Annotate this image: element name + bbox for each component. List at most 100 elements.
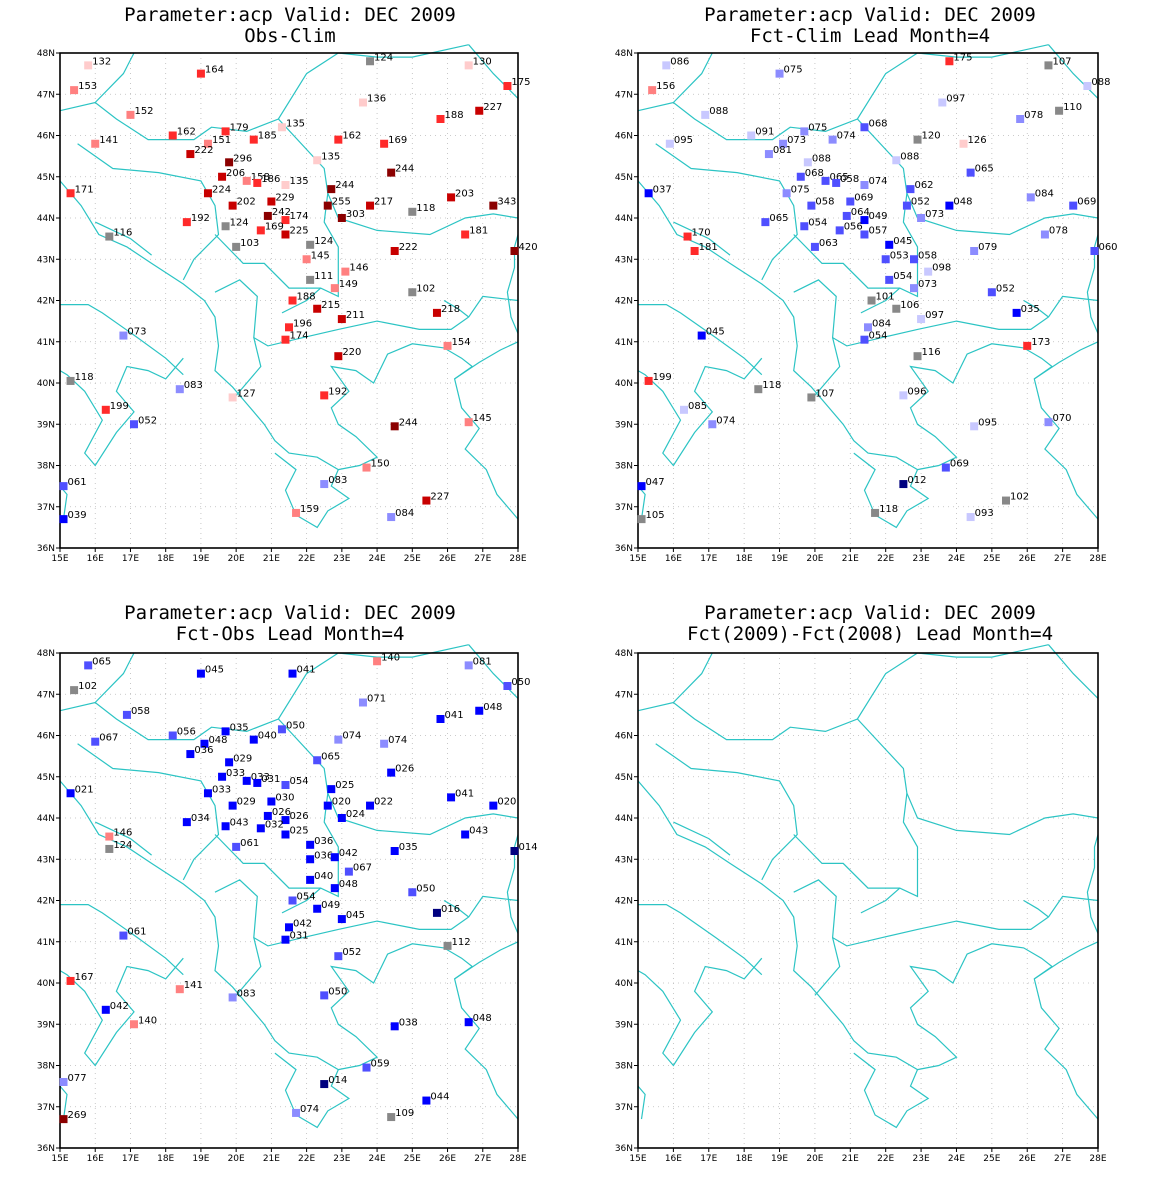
station-value-label: 135: [321, 151, 340, 162]
station-value-label: 050: [286, 720, 305, 731]
y-tick-label: 48N: [37, 649, 55, 659]
y-tick-label: 36N: [37, 1144, 55, 1154]
station-value-label: 065: [92, 656, 111, 667]
y-tick-label: 43N: [615, 255, 633, 265]
panel-title-line1: Parameter:acp Valid: DEC 2009: [124, 4, 456, 26]
station-marker: [330, 853, 339, 862]
station-value-label: 136: [367, 94, 386, 105]
coast-line: [672, 52, 713, 103]
station-value-label: 073: [787, 135, 806, 146]
station-marker: [885, 275, 894, 284]
station-marker: [489, 801, 498, 810]
coast-line: [638, 304, 763, 376]
station-value-label: 069: [1077, 197, 1096, 208]
station-marker: [860, 230, 869, 239]
y-tick-label: 43N: [37, 255, 55, 265]
station-marker: [637, 515, 646, 524]
x-tick-label: 24E: [369, 1154, 386, 1164]
station-marker: [253, 178, 262, 187]
station-value-label: 179: [230, 122, 249, 133]
coast-line: [1048, 644, 1099, 699]
station-marker: [1002, 496, 1010, 505]
station-marker: [475, 106, 484, 115]
station-marker: [892, 156, 901, 165]
station-marker: [249, 135, 258, 144]
station-value-label: 141: [184, 980, 203, 991]
coast-line: [60, 904, 184, 976]
station-marker: [59, 515, 68, 524]
station-marker: [1090, 247, 1099, 255]
station-marker: [697, 331, 706, 340]
station-marker: [390, 847, 399, 855]
station-marker: [408, 207, 417, 216]
x-tick-label: 22E: [298, 1154, 315, 1164]
station-value-label: 149: [339, 279, 358, 290]
x-tick-label: 25E: [404, 554, 421, 564]
station-marker: [917, 315, 926, 324]
station-value-label: 065: [321, 751, 340, 762]
station-marker: [221, 822, 230, 831]
station-marker: [800, 222, 809, 231]
station-marker: [196, 669, 205, 678]
station-value-label: 088: [1091, 77, 1110, 88]
station-marker: [281, 335, 290, 344]
x-tick-label: 28E: [1089, 1154, 1106, 1164]
station-marker: [828, 135, 837, 144]
station-marker: [313, 156, 322, 165]
station-marker: [221, 222, 230, 231]
station-value-label: 156: [656, 81, 675, 92]
coast-line: [909, 943, 1099, 1120]
x-tick-label: 27E: [474, 554, 491, 564]
station-value-label: 162: [177, 127, 196, 138]
coast-line: [60, 304, 184, 376]
station-markers: 065 102 045 041 140 081 050 071 058 048 041 067 056 0…: [59, 652, 538, 1124]
station-value-label: 124: [113, 840, 132, 851]
station-value-label: 167: [75, 972, 94, 983]
station-value-label: 024: [346, 809, 365, 820]
station-marker: [91, 737, 100, 746]
station-value-label: 244: [399, 417, 418, 428]
station-value-label: 068: [805, 168, 824, 179]
x-tick-label: 17E: [122, 554, 139, 564]
y-tick-label: 38N: [615, 462, 633, 472]
station-value-label: 014: [518, 842, 537, 853]
station-value-label: 164: [205, 65, 224, 76]
y-tick-label: 41N: [37, 938, 55, 948]
coast-line: [94, 821, 152, 856]
station-marker: [683, 232, 692, 241]
station-value-label: 244: [335, 180, 354, 191]
station-value-label: 202: [237, 197, 256, 208]
station-value-label: 150: [371, 459, 390, 470]
station-value-label: 118: [75, 372, 94, 383]
station-marker: [119, 331, 128, 340]
station-value-label: 116: [113, 228, 132, 239]
station-marker: [1044, 418, 1053, 427]
station-value-label: 031: [261, 774, 280, 785]
station-marker: [387, 1113, 396, 1122]
station-marker: [66, 976, 75, 985]
coast-line: [443, 899, 470, 918]
station-marker: [221, 127, 230, 136]
station-marker: [218, 172, 227, 181]
station-marker: [842, 211, 851, 220]
station-marker: [323, 201, 332, 210]
y-tick-label: 39N: [615, 420, 633, 430]
station-marker: [337, 915, 346, 924]
station-value-label: 034: [191, 813, 210, 824]
station-value-label: 064: [851, 207, 870, 218]
station-marker: [779, 139, 788, 148]
x-tick-label: 19E: [192, 1154, 209, 1164]
station-marker: [390, 1022, 399, 1031]
coast-line: [917, 644, 1049, 658]
station-map: 15E 16E 17E 18E 19E 20E 21E 22E 23E 24E 25E 26E 27E 2…: [37, 644, 538, 1164]
station-value-label: 061: [68, 477, 87, 488]
x-tick-label: 19E: [771, 554, 788, 564]
y-tick-label: 46N: [37, 732, 55, 742]
coast-line: [329, 943, 519, 1120]
station-marker: [59, 1078, 68, 1086]
station-value-label: 073: [918, 279, 937, 290]
station-marker: [892, 304, 901, 313]
station-marker: [288, 296, 297, 305]
station-value-label: 188: [297, 292, 316, 303]
station-marker: [432, 308, 441, 317]
